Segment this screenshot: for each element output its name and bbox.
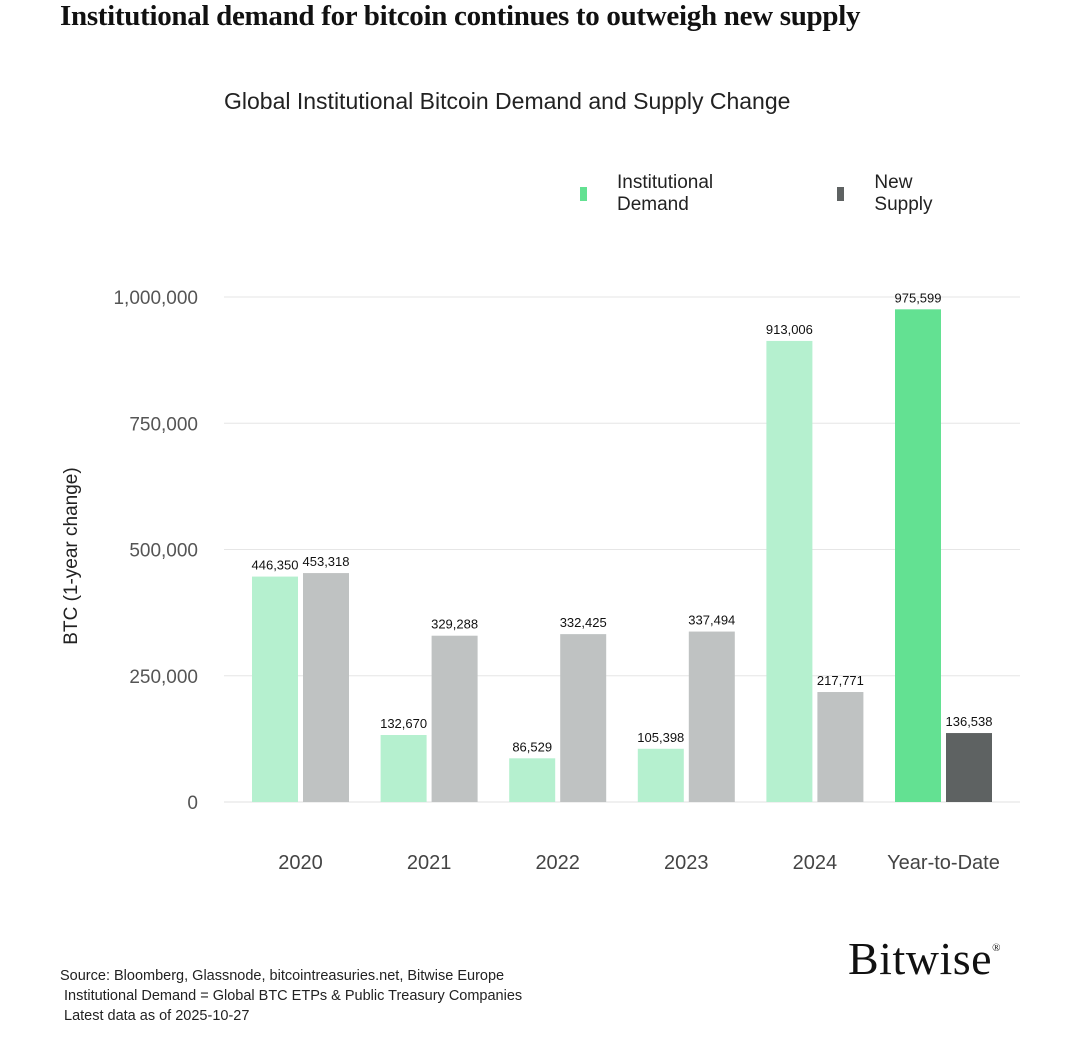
x-tick-label: 2022 (535, 852, 580, 874)
registered-mark: ® (992, 942, 1001, 954)
source-note: Source: Bloomberg, Glassnode, bitcointre… (60, 968, 505, 984)
bar-new-supply (560, 634, 607, 802)
y-tick-label: 250,000 (129, 667, 198, 688)
bitwise-logo: Bitwise® (848, 932, 1001, 985)
bar-new-supply (431, 635, 478, 802)
bar-new-supply (946, 733, 992, 802)
x-tick-label: 2021 (407, 852, 452, 874)
bar-institutional-demand (637, 748, 684, 802)
y-tick-label: 500,000 (129, 541, 198, 562)
brand-name: Bitwise (848, 933, 993, 984)
legend-item-institutional-demand: Institutional Demand (580, 172, 718, 216)
legend-label-new-supply: New Supply (874, 172, 933, 215)
x-tick-label: 2023 (664, 852, 709, 874)
y-tick-label: 750,000 (129, 414, 198, 435)
data-label-new-supply: 136,538 (946, 714, 993, 729)
data-label-new-supply: 329,288 (431, 617, 478, 632)
bar-new-supply (817, 692, 864, 802)
legend-item-new-supply: New Supply (837, 172, 937, 216)
data-label-institutional-demand: 105,398 (637, 730, 684, 745)
y-axis-ticks: 0 250,000 500,000 750,000 1,000,000 (113, 288, 198, 814)
legend-swatch-new-supply (837, 187, 845, 201)
headline: Institutional demand for bitcoin continu… (60, 0, 861, 32)
data-label-new-supply: 453,318 (303, 554, 350, 569)
bar-institutional-demand (895, 309, 941, 802)
data-label-new-supply: 217,771 (817, 673, 864, 688)
bar-new-supply (688, 631, 735, 802)
data-label-new-supply: 332,425 (560, 615, 607, 630)
gridlines (224, 296, 1020, 803)
as-of-note: Latest data as of 2025-10-27 (64, 1008, 250, 1024)
data-label-institutional-demand: 132,670 (380, 716, 427, 731)
data-label-new-supply: 337,494 (688, 613, 735, 628)
x-axis-ticks: 2020 2021 2022 2023 2024 Year-to-Date (278, 852, 1000, 874)
x-tick-label: 2024 (793, 852, 838, 874)
legend-label-institutional-demand: Institutional Demand (617, 172, 714, 215)
legend-swatch-institutional-demand (580, 187, 587, 201)
bar-institutional-demand (380, 735, 427, 802)
y-tick-label: 1,000,000 (113, 288, 198, 309)
data-label-institutional-demand: 86,529 (512, 739, 552, 754)
bar-new-supply (303, 573, 349, 802)
bar-institutional-demand (509, 758, 556, 802)
bars: 446,350 453,318 132,670 329,288 86,529 332,42… (252, 290, 993, 802)
data-label-institutional-demand: 913,006 (766, 322, 813, 337)
y-axis-label: BTC (1-year change) (61, 467, 82, 644)
chart-title: Global Institutional Bitcoin Demand and … (224, 88, 791, 114)
x-tick-label: Year-to-Date (887, 852, 1000, 874)
data-label-institutional-demand: 975,599 (895, 290, 942, 305)
bar-institutional-demand (766, 340, 813, 802)
data-label-institutional-demand: 446,350 (252, 558, 299, 573)
footnote: Source: Bloomberg, Glassnode, bitcointre… (60, 966, 522, 1026)
definition-note: Institutional Demand = Global BTC ETPs &… (64, 988, 523, 1004)
bar-institutional-demand (252, 576, 298, 802)
x-tick-label: 2020 (278, 852, 323, 874)
y-tick-label: 0 (187, 793, 198, 814)
